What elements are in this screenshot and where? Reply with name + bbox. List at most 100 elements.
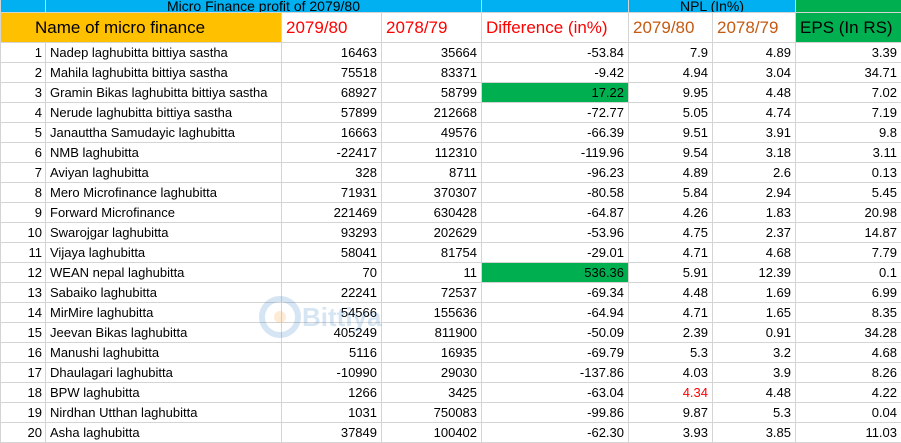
row-diff: -9.42 bbox=[482, 63, 629, 83]
row-index: 6 bbox=[1, 143, 46, 163]
row-profit-2078: 112310 bbox=[382, 143, 482, 163]
row-index: 9 bbox=[1, 203, 46, 223]
row-name: NMB laghubitta bbox=[46, 143, 282, 163]
row-npl-2079: 4.71 bbox=[629, 303, 713, 323]
row-diff: 17.22 bbox=[482, 83, 629, 103]
row-profit-2078: 35664 bbox=[382, 43, 482, 63]
row-profit-2079: 57899 bbox=[282, 103, 382, 123]
row-eps: 3.11 bbox=[796, 143, 901, 163]
row-npl-2079: 9.87 bbox=[629, 403, 713, 423]
row-npl-2078: 4.48 bbox=[713, 383, 796, 403]
row-profit-2079: 16463 bbox=[282, 43, 382, 63]
row-diff: -96.23 bbox=[482, 163, 629, 183]
row-npl-2078: 0.91 bbox=[713, 323, 796, 343]
row-profit-2079: -22417 bbox=[282, 143, 382, 163]
row-name: Janauttha Samudayic laghubitta bbox=[46, 123, 282, 143]
row-profit-2079: 22241 bbox=[282, 283, 382, 303]
col-npl-2079-header: 2079/80 bbox=[629, 13, 713, 43]
row-npl-2079: 4.26 bbox=[629, 203, 713, 223]
row-name: Forward Microfinance bbox=[46, 203, 282, 223]
row-profit-2078: 811900 bbox=[382, 323, 482, 343]
row-index: 19 bbox=[1, 403, 46, 423]
row-profit-2078: 58799 bbox=[382, 83, 482, 103]
row-eps: 7.79 bbox=[796, 243, 901, 263]
row-eps: 0.04 bbox=[796, 403, 901, 423]
row-index: 7 bbox=[1, 163, 46, 183]
row-profit-2078: 750083 bbox=[382, 403, 482, 423]
row-index: 15 bbox=[1, 323, 46, 343]
row-diff: -137.86 bbox=[482, 363, 629, 383]
row-profit-2079: 405249 bbox=[282, 323, 382, 343]
row-index: 14 bbox=[1, 303, 46, 323]
col-diff-header: Difference (in%) bbox=[482, 13, 629, 43]
row-eps: 5.45 bbox=[796, 183, 901, 203]
row-npl-2078: 2.6 bbox=[713, 163, 796, 183]
row-index: 5 bbox=[1, 123, 46, 143]
row-profit-2078: 49576 bbox=[382, 123, 482, 143]
row-index: 1 bbox=[1, 43, 46, 63]
row-profit-2078: 3425 bbox=[382, 383, 482, 403]
row-profit-2078: 11 bbox=[382, 263, 482, 283]
row-index: 3 bbox=[1, 83, 46, 103]
row-npl-2079: 9.51 bbox=[629, 123, 713, 143]
row-eps: 14.87 bbox=[796, 223, 901, 243]
row-diff: -64.87 bbox=[482, 203, 629, 223]
row-diff: -119.96 bbox=[482, 143, 629, 163]
row-npl-2079: 4.89 bbox=[629, 163, 713, 183]
row-eps: 3.39 bbox=[796, 43, 901, 63]
row-profit-2078: 72537 bbox=[382, 283, 482, 303]
row-diff: -53.96 bbox=[482, 223, 629, 243]
row-npl-2078: 2.94 bbox=[713, 183, 796, 203]
row-npl-2078: 4.68 bbox=[713, 243, 796, 263]
row-npl-2079: 2.39 bbox=[629, 323, 713, 343]
row-profit-2079: 37849 bbox=[282, 423, 382, 443]
row-diff: -64.94 bbox=[482, 303, 629, 323]
row-eps: 4.68 bbox=[796, 343, 901, 363]
row-name: Nerude laghubitta bittiya sastha bbox=[46, 103, 282, 123]
row-name: Dhaulagari laghubitta bbox=[46, 363, 282, 383]
row-profit-2078: 370307 bbox=[382, 183, 482, 203]
row-diff: -99.86 bbox=[482, 403, 629, 423]
row-npl-2078: 4.48 bbox=[713, 83, 796, 103]
row-npl-2079: 4.34 bbox=[629, 383, 713, 403]
row-name: Jeevan Bikas laghubitta bbox=[46, 323, 282, 343]
row-npl-2079: 4.03 bbox=[629, 363, 713, 383]
table-title: Micro Finance profit of 2079/80 bbox=[46, 0, 482, 13]
row-index: 4 bbox=[1, 103, 46, 123]
row-profit-2078: 630428 bbox=[382, 203, 482, 223]
npl-title: NPL (In%) bbox=[629, 0, 796, 13]
row-name: Nirdhan Utthan laghubitta bbox=[46, 403, 282, 423]
row-index: 18 bbox=[1, 383, 46, 403]
row-index: 16 bbox=[1, 343, 46, 363]
row-npl-2079: 5.84 bbox=[629, 183, 713, 203]
row-profit-2079: 1031 bbox=[282, 403, 382, 423]
row-name: Mahila laghubitta bittiya sastha bbox=[46, 63, 282, 83]
row-profit-2079: 58041 bbox=[282, 243, 382, 263]
row-profit-2078: 8711 bbox=[382, 163, 482, 183]
row-eps: 4.22 bbox=[796, 383, 901, 403]
row-npl-2079: 5.3 bbox=[629, 343, 713, 363]
col-profit-2078-header: 2078/79 bbox=[382, 13, 482, 43]
row-npl-2078: 1.69 bbox=[713, 283, 796, 303]
row-npl-2079: 4.48 bbox=[629, 283, 713, 303]
col-npl-2078-header: 2078/79 bbox=[713, 13, 796, 43]
col-profit-2079-header: 2079/80 bbox=[282, 13, 382, 43]
row-npl-2079: 5.91 bbox=[629, 263, 713, 283]
row-npl-2078: 3.2 bbox=[713, 343, 796, 363]
row-npl-2079: 7.9 bbox=[629, 43, 713, 63]
row-name: MirMire laghubitta bbox=[46, 303, 282, 323]
row-profit-2079: 16663 bbox=[282, 123, 382, 143]
col-name-header: Name of micro finance bbox=[1, 13, 282, 43]
row-profit-2079: 71931 bbox=[282, 183, 382, 203]
row-diff: -69.34 bbox=[482, 283, 629, 303]
